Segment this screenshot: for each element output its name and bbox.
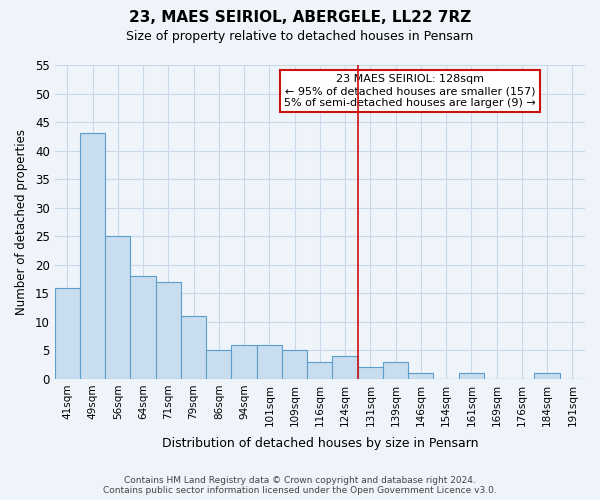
Bar [383,362,408,379]
Text: Size of property relative to detached houses in Pensarn: Size of property relative to detached ho… [127,30,473,43]
Bar [358,368,383,379]
Bar [257,344,282,379]
Bar [282,350,307,379]
Y-axis label: Number of detached properties: Number of detached properties [15,129,28,315]
Text: 23 MAES SEIRIOL: 128sqm
← 95% of detached houses are smaller (157)
5% of semi-de: 23 MAES SEIRIOL: 128sqm ← 95% of detache… [284,74,536,108]
Bar [408,373,433,379]
Bar [206,350,232,379]
Text: 23, MAES SEIRIOL, ABERGELE, LL22 7RZ: 23, MAES SEIRIOL, ABERGELE, LL22 7RZ [129,10,471,25]
Bar [130,276,155,379]
Bar [535,373,560,379]
Bar [232,344,257,379]
X-axis label: Distribution of detached houses by size in Pensarn: Distribution of detached houses by size … [161,437,478,450]
Bar [181,316,206,379]
Bar [155,282,181,379]
Bar [307,362,332,379]
Bar [459,373,484,379]
Bar [332,356,358,379]
Text: Contains HM Land Registry data © Crown copyright and database right 2024.
Contai: Contains HM Land Registry data © Crown c… [103,476,497,495]
Bar [80,134,105,379]
Bar [55,288,80,379]
Bar [105,236,130,379]
